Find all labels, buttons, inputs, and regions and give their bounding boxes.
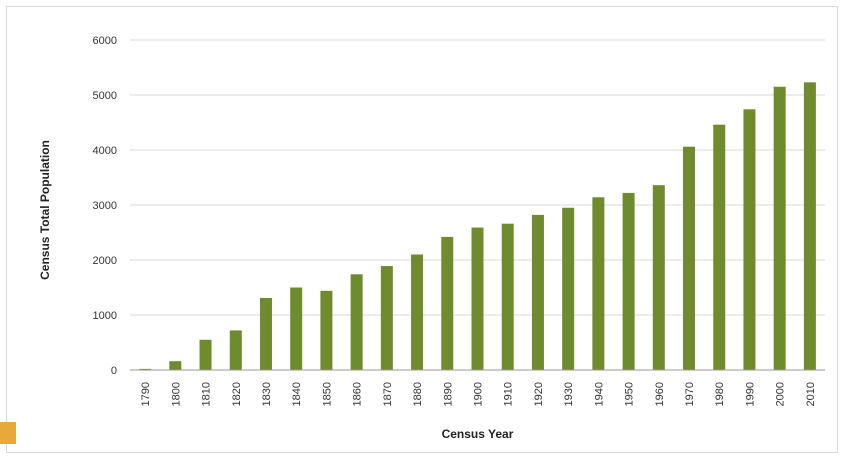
x-tick-label: 1970 [684, 382, 696, 406]
x-tick-label: 1940 [593, 382, 605, 406]
bar-1810 [199, 339, 212, 370]
bar-1990 [743, 109, 756, 371]
x-tick-label: 1900 [473, 382, 485, 406]
bar-1970 [683, 146, 696, 370]
bar-1800 [169, 361, 182, 370]
bar-1850 [320, 290, 333, 370]
x-tick-label: 2010 [805, 382, 817, 406]
bar-1880 [411, 254, 424, 370]
x-tick-label: 1810 [201, 382, 213, 406]
x-tick-label: 1930 [563, 382, 575, 406]
x-tick-label: 1850 [321, 382, 333, 406]
chart-frame [6, 6, 838, 453]
bar-1920 [531, 214, 544, 370]
bar-1870 [380, 266, 393, 370]
accent-block [0, 422, 16, 444]
x-tick-label: 1880 [412, 382, 424, 406]
x-tick-label: 2000 [775, 382, 787, 406]
y-tick-label: 3000 [93, 200, 117, 212]
bar-1830 [259, 297, 272, 370]
bar-1950 [622, 192, 635, 370]
bar-1930 [562, 207, 575, 370]
bar-1900 [471, 227, 484, 370]
bar-1960 [652, 185, 665, 370]
y-tick-label: 5000 [93, 90, 117, 102]
x-tick-label: 1800 [170, 382, 182, 406]
bar-2000 [773, 86, 786, 370]
x-axis-title: Census Year [442, 427, 514, 441]
bars [139, 82, 816, 371]
x-tick-label: 1910 [503, 382, 515, 406]
y-tick-label: 6000 [93, 35, 117, 47]
x-tick-label: 1980 [714, 382, 726, 406]
bar-1790 [139, 368, 152, 370]
x-tick-label: 1820 [231, 382, 243, 406]
x-tick-label: 1840 [291, 382, 303, 406]
bar-1890 [441, 236, 454, 370]
x-tick-label: 1920 [533, 382, 545, 406]
x-tick-label: 1990 [744, 382, 756, 406]
y-axis-title: Census Total Population [38, 140, 52, 280]
bar-1840 [290, 287, 303, 370]
x-tick-label: 1870 [382, 382, 394, 406]
y-tick-labels: 0 1000 2000 3000 4000 5000 6000 [93, 35, 117, 377]
x-tick-label: 1830 [261, 382, 273, 406]
bar-1910 [501, 223, 514, 370]
x-tick-label: 1950 [624, 382, 636, 406]
y-tick-label: 1000 [93, 310, 117, 322]
bar-1980 [713, 124, 726, 370]
x-tick-label: 1890 [442, 382, 454, 406]
y-tick-label: 2000 [93, 255, 117, 267]
y-tick-label: 4000 [93, 145, 117, 157]
bar-1860 [350, 274, 363, 370]
bar-2010 [803, 82, 816, 370]
x-tick-label: 1860 [352, 382, 364, 406]
bar-1820 [229, 330, 242, 370]
bar-1940 [592, 197, 605, 370]
y-tick-label: 0 [111, 365, 117, 377]
x-tick-label: 1790 [140, 382, 152, 406]
x-tick-label: 1960 [654, 382, 666, 406]
x-tick-labels: 1790 1800 1810 1820 1830 1840 1850 1860 1870 1880… [140, 382, 817, 406]
